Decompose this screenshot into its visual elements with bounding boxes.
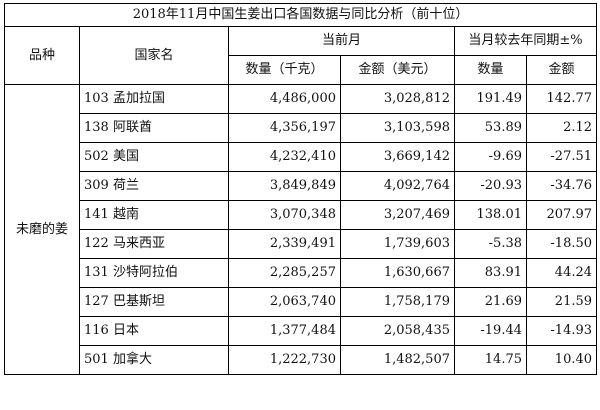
table-row: 501 加拿大 1,222,730 1,482,507 14.75 10.40 [5, 345, 598, 375]
header-amount: 金额（美元） [340, 55, 455, 85]
quantity-cell: 3,070,348 [228, 200, 341, 230]
quantity-cell: 2,339,491 [228, 229, 341, 259]
amount-cell: 3,207,469 [340, 200, 455, 230]
header-yoy-amount: 金额 [525, 55, 598, 85]
ginger-export-table: 2018年11月中国生姜出口各国数据与同比分析（前十位） 品种 国家名 当前月 … [3, 3, 598, 375]
yoy-amount-cell: 44.24 [525, 258, 598, 288]
amount-cell: 3,669,142 [340, 142, 455, 172]
header-yoy: 当月较去年同期±% [453, 26, 598, 56]
yoy-amount-cell: -27.51 [525, 142, 598, 172]
header-country: 国家名 [79, 26, 229, 85]
yoy-quantity-cell: 21.69 [454, 287, 527, 317]
country-cell: 138 阿联酋 [79, 113, 229, 143]
yoy-amount-cell: -18.50 [525, 229, 598, 259]
amount-cell: 3,103,598 [340, 113, 455, 143]
yoy-quantity-cell: 191.49 [454, 84, 527, 114]
table-row: 309 荷兰 3,849,849 4,092,764 -20.93 -34.76 [5, 171, 598, 201]
quantity-cell: 4,486,000 [228, 84, 341, 114]
country-cell: 127 巴基斯坦 [79, 287, 229, 317]
yoy-amount-cell: -14.93 [525, 316, 598, 346]
country-cell: 309 荷兰 [79, 171, 229, 201]
header-current-month: 当前月 [228, 26, 455, 56]
quantity-cell: 2,285,257 [228, 258, 341, 288]
table-row: 141 越南 3,070,348 3,207,469 138.01 207.97 [5, 200, 598, 230]
table-row: 502 美国 4,232,410 3,669,142 -9.69 -27.51 [5, 142, 598, 172]
yoy-quantity-cell: -19.44 [454, 316, 527, 346]
header-quantity: 数量（千克） [228, 55, 341, 85]
yoy-amount-cell: 2.12 [525, 113, 598, 143]
country-cell: 131 沙特阿拉伯 [79, 258, 229, 288]
header-yoy-quantity: 数量 [454, 55, 527, 85]
amount-cell: 1,482,507 [340, 345, 455, 375]
quantity-cell: 3,849,849 [228, 171, 341, 201]
amount-cell: 1,630,667 [340, 258, 455, 288]
table-row: 131 沙特阿拉伯 2,285,257 1,630,667 83.91 44.2… [5, 258, 598, 288]
yoy-quantity-cell: 14.75 [454, 345, 527, 375]
quantity-cell: 1,222,730 [228, 345, 341, 375]
variety-cell: 未磨的姜 [4, 84, 80, 375]
yoy-amount-cell: 21.59 [525, 287, 598, 317]
yoy-quantity-cell: -9.69 [454, 142, 527, 172]
yoy-amount-cell: 207.97 [525, 200, 598, 230]
amount-cell: 1,758,179 [340, 287, 455, 317]
amount-cell: 2,058,435 [340, 316, 455, 346]
yoy-amount-cell: -34.76 [525, 171, 598, 201]
header-variety: 品种 [4, 26, 80, 85]
quantity-cell: 4,232,410 [228, 142, 341, 172]
yoy-quantity-cell: 138.01 [454, 200, 527, 230]
country-cell: 103 孟加拉国 [79, 84, 229, 114]
table-row: 116 日本 1,377,484 2,058,435 -19.44 -14.93 [5, 316, 598, 346]
table-row: 未磨的姜 103 孟加拉国 4,486,000 3,028,812 191.49… [4, 84, 598, 375]
yoy-quantity-cell: 83.91 [454, 258, 527, 288]
country-cell: 502 美国 [79, 142, 229, 172]
table-row: 122 马来西亚 2,339,491 1,739,603 -5.38 -18.5… [5, 229, 598, 259]
country-cell: 116 日本 [79, 316, 229, 346]
amount-cell: 3,028,812 [340, 84, 455, 114]
country-cell: 141 越南 [79, 200, 229, 230]
amount-cell: 1,739,603 [340, 229, 455, 259]
yoy-amount-cell: 10.40 [525, 345, 598, 375]
yoy-quantity-cell: 53.89 [454, 113, 527, 143]
quantity-cell: 1,377,484 [228, 316, 341, 346]
quantity-cell: 4,356,197 [228, 113, 341, 143]
quantity-cell: 2,063,740 [228, 287, 341, 317]
country-cell: 122 马来西亚 [79, 229, 229, 259]
country-cell: 501 加拿大 [79, 345, 229, 375]
yoy-quantity-cell: -20.93 [454, 171, 527, 201]
table-row: 138 阿联酋 4,356,197 3,103,598 53.89 2.12 [5, 113, 598, 143]
table-row: 127 巴基斯坦 2,063,740 1,758,179 21.69 21.59 [5, 287, 598, 317]
yoy-amount-cell: 142.77 [525, 84, 598, 114]
table-title: 2018年11月中国生姜出口各国数据与同比分析（前十位） [3, 3, 598, 27]
amount-cell: 4,092,764 [340, 171, 455, 201]
yoy-quantity-cell: -5.38 [454, 229, 527, 259]
